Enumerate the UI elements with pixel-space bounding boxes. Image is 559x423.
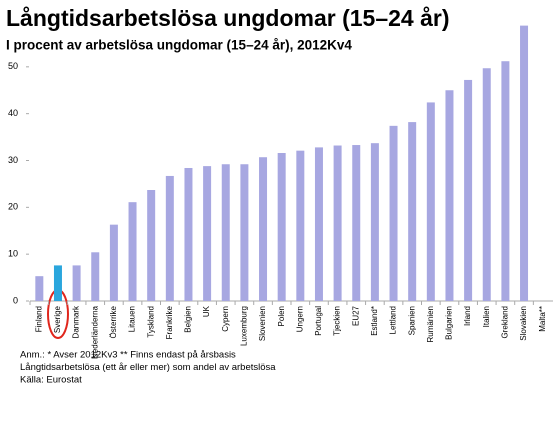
- bar: [501, 61, 510, 301]
- x-tick-label: Slovakien: [519, 306, 528, 341]
- x-tick-label: Lettland: [389, 306, 398, 334]
- bar: [128, 202, 137, 301]
- x-tick-label: Litauen: [128, 306, 137, 332]
- bar: [464, 79, 473, 302]
- x-tick-label: Estland*: [370, 306, 379, 336]
- footnote: Långtidsarbetslösa (ett år eller mer) so…: [20, 362, 276, 373]
- bar: [91, 252, 100, 301]
- y-tick-label: 0: [13, 295, 18, 305]
- x-tick-label: Portugal: [314, 306, 323, 336]
- x-tick-label: Slovenien: [258, 306, 267, 341]
- x-tick-label: Bulgarien: [445, 306, 454, 340]
- x-tick-label: Ungern: [295, 306, 304, 332]
- x-tick-label: Frankrike: [165, 305, 174, 339]
- y-tick-label: 50: [8, 61, 18, 71]
- bar: [482, 68, 491, 301]
- x-tick-label: EU27: [351, 305, 360, 326]
- x-tick-label: Polen: [277, 306, 286, 326]
- x-tick-label: Danmark: [72, 305, 81, 338]
- bar: [314, 147, 323, 301]
- bar: [109, 224, 118, 301]
- x-tick-label: Österrike: [109, 305, 118, 338]
- y-tick-label: 20: [8, 202, 18, 212]
- bar: [408, 122, 417, 301]
- x-tick-label: UK: [202, 305, 211, 317]
- x-tick-label: Cypern: [221, 306, 230, 332]
- bar: [259, 157, 268, 301]
- bar: [35, 276, 44, 301]
- x-tick-label: Spanien: [407, 306, 416, 335]
- bar: [147, 190, 156, 301]
- bar: [221, 164, 230, 301]
- bar: [426, 102, 435, 301]
- bar: [389, 125, 398, 302]
- bar: [53, 265, 62, 301]
- bar: [296, 150, 305, 301]
- x-tick-label: Tyskland: [146, 306, 155, 338]
- bar: [184, 167, 193, 301]
- bar: [352, 145, 361, 301]
- chart-subtitle: I procent av arbetslösa ungdomar (15–24 …: [6, 38, 352, 53]
- bar: [203, 166, 212, 301]
- y-tick-label: 40: [8, 108, 18, 118]
- bar: [72, 265, 81, 301]
- y-tick-label: 10: [8, 249, 18, 259]
- bar: [165, 175, 174, 301]
- x-tick-label: Sverige: [53, 305, 62, 333]
- bar: [445, 90, 454, 301]
- x-tick-label: Grekland: [501, 306, 510, 338]
- bar: [240, 164, 249, 301]
- x-tick-label: Finland: [34, 306, 43, 332]
- x-tick-label: Luxemburg: [240, 306, 249, 346]
- x-tick-label: Nederländerna: [90, 305, 99, 358]
- x-tick-label: Belgien: [184, 306, 193, 333]
- chart-title: Långtidsarbetslösa ungdomar (15–24 år): [6, 5, 450, 31]
- x-tick-label: Malta**: [538, 306, 547, 332]
- footnote: Källa: Eurostat: [20, 375, 82, 386]
- bar: [520, 25, 529, 302]
- x-tick-label: Italien: [482, 306, 491, 327]
- bar: [277, 153, 286, 301]
- x-tick-label: Tjeckien: [333, 306, 342, 336]
- footnote: Anm.: * Avser 2012Kv3 ** Finns endast på…: [20, 350, 236, 361]
- y-tick-label: 30: [8, 155, 18, 165]
- bar: [370, 143, 379, 301]
- x-tick-label: Rumänien: [426, 306, 435, 342]
- x-tick-label: Irland: [463, 306, 472, 326]
- bar: [333, 145, 342, 301]
